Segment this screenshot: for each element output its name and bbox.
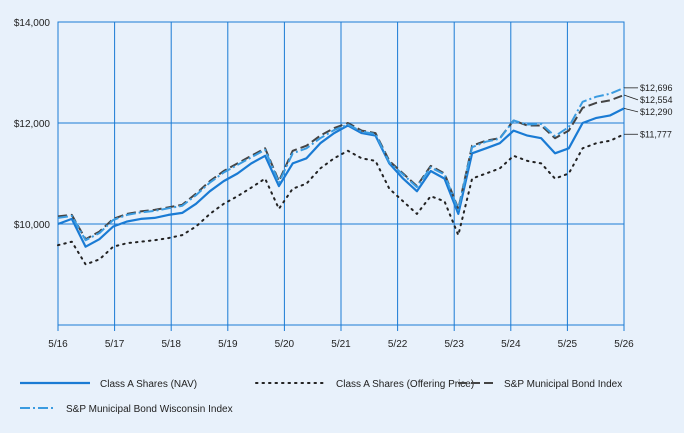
- end-value-label: $12,554: [640, 95, 673, 105]
- x-tick-label: 5/16: [48, 339, 68, 350]
- end-label-leader: [623, 94, 639, 101]
- x-tick-label: 5/22: [388, 339, 408, 350]
- x-tick-label: 5/25: [558, 339, 578, 350]
- x-tick-label: 5/19: [218, 339, 238, 350]
- x-tick-label: 5/23: [444, 339, 464, 350]
- y-tick-label: $10,000: [14, 220, 51, 231]
- x-tick-label: 5/26: [614, 339, 634, 350]
- y-tick-label: $12,000: [14, 119, 51, 130]
- x-tick-label: 5/21: [331, 339, 351, 350]
- x-tick-label: 5/18: [161, 339, 181, 350]
- series-line: [57, 94, 625, 241]
- legend-label: S&P Municipal Bond Index: [504, 379, 622, 390]
- legend-label: S&P Municipal Bond Wisconsin Index: [66, 404, 233, 415]
- y-tick-label: $14,000: [14, 18, 51, 29]
- end-label-leader: [623, 107, 639, 113]
- end-value-label: $12,696: [640, 83, 673, 93]
- x-tick-label: 5/20: [275, 339, 295, 350]
- x-tick-label: 5/17: [105, 339, 125, 350]
- legend-label: Class A Shares (NAV): [100, 379, 197, 390]
- x-tick-label: 5/24: [501, 339, 521, 350]
- end-value-label: $11,777: [640, 129, 672, 139]
- legend-label: Class A Shares (Offering Price): [336, 379, 474, 390]
- series-line: [57, 86, 625, 242]
- end-value-label: $12,290: [640, 107, 673, 117]
- series-line: [57, 107, 625, 248]
